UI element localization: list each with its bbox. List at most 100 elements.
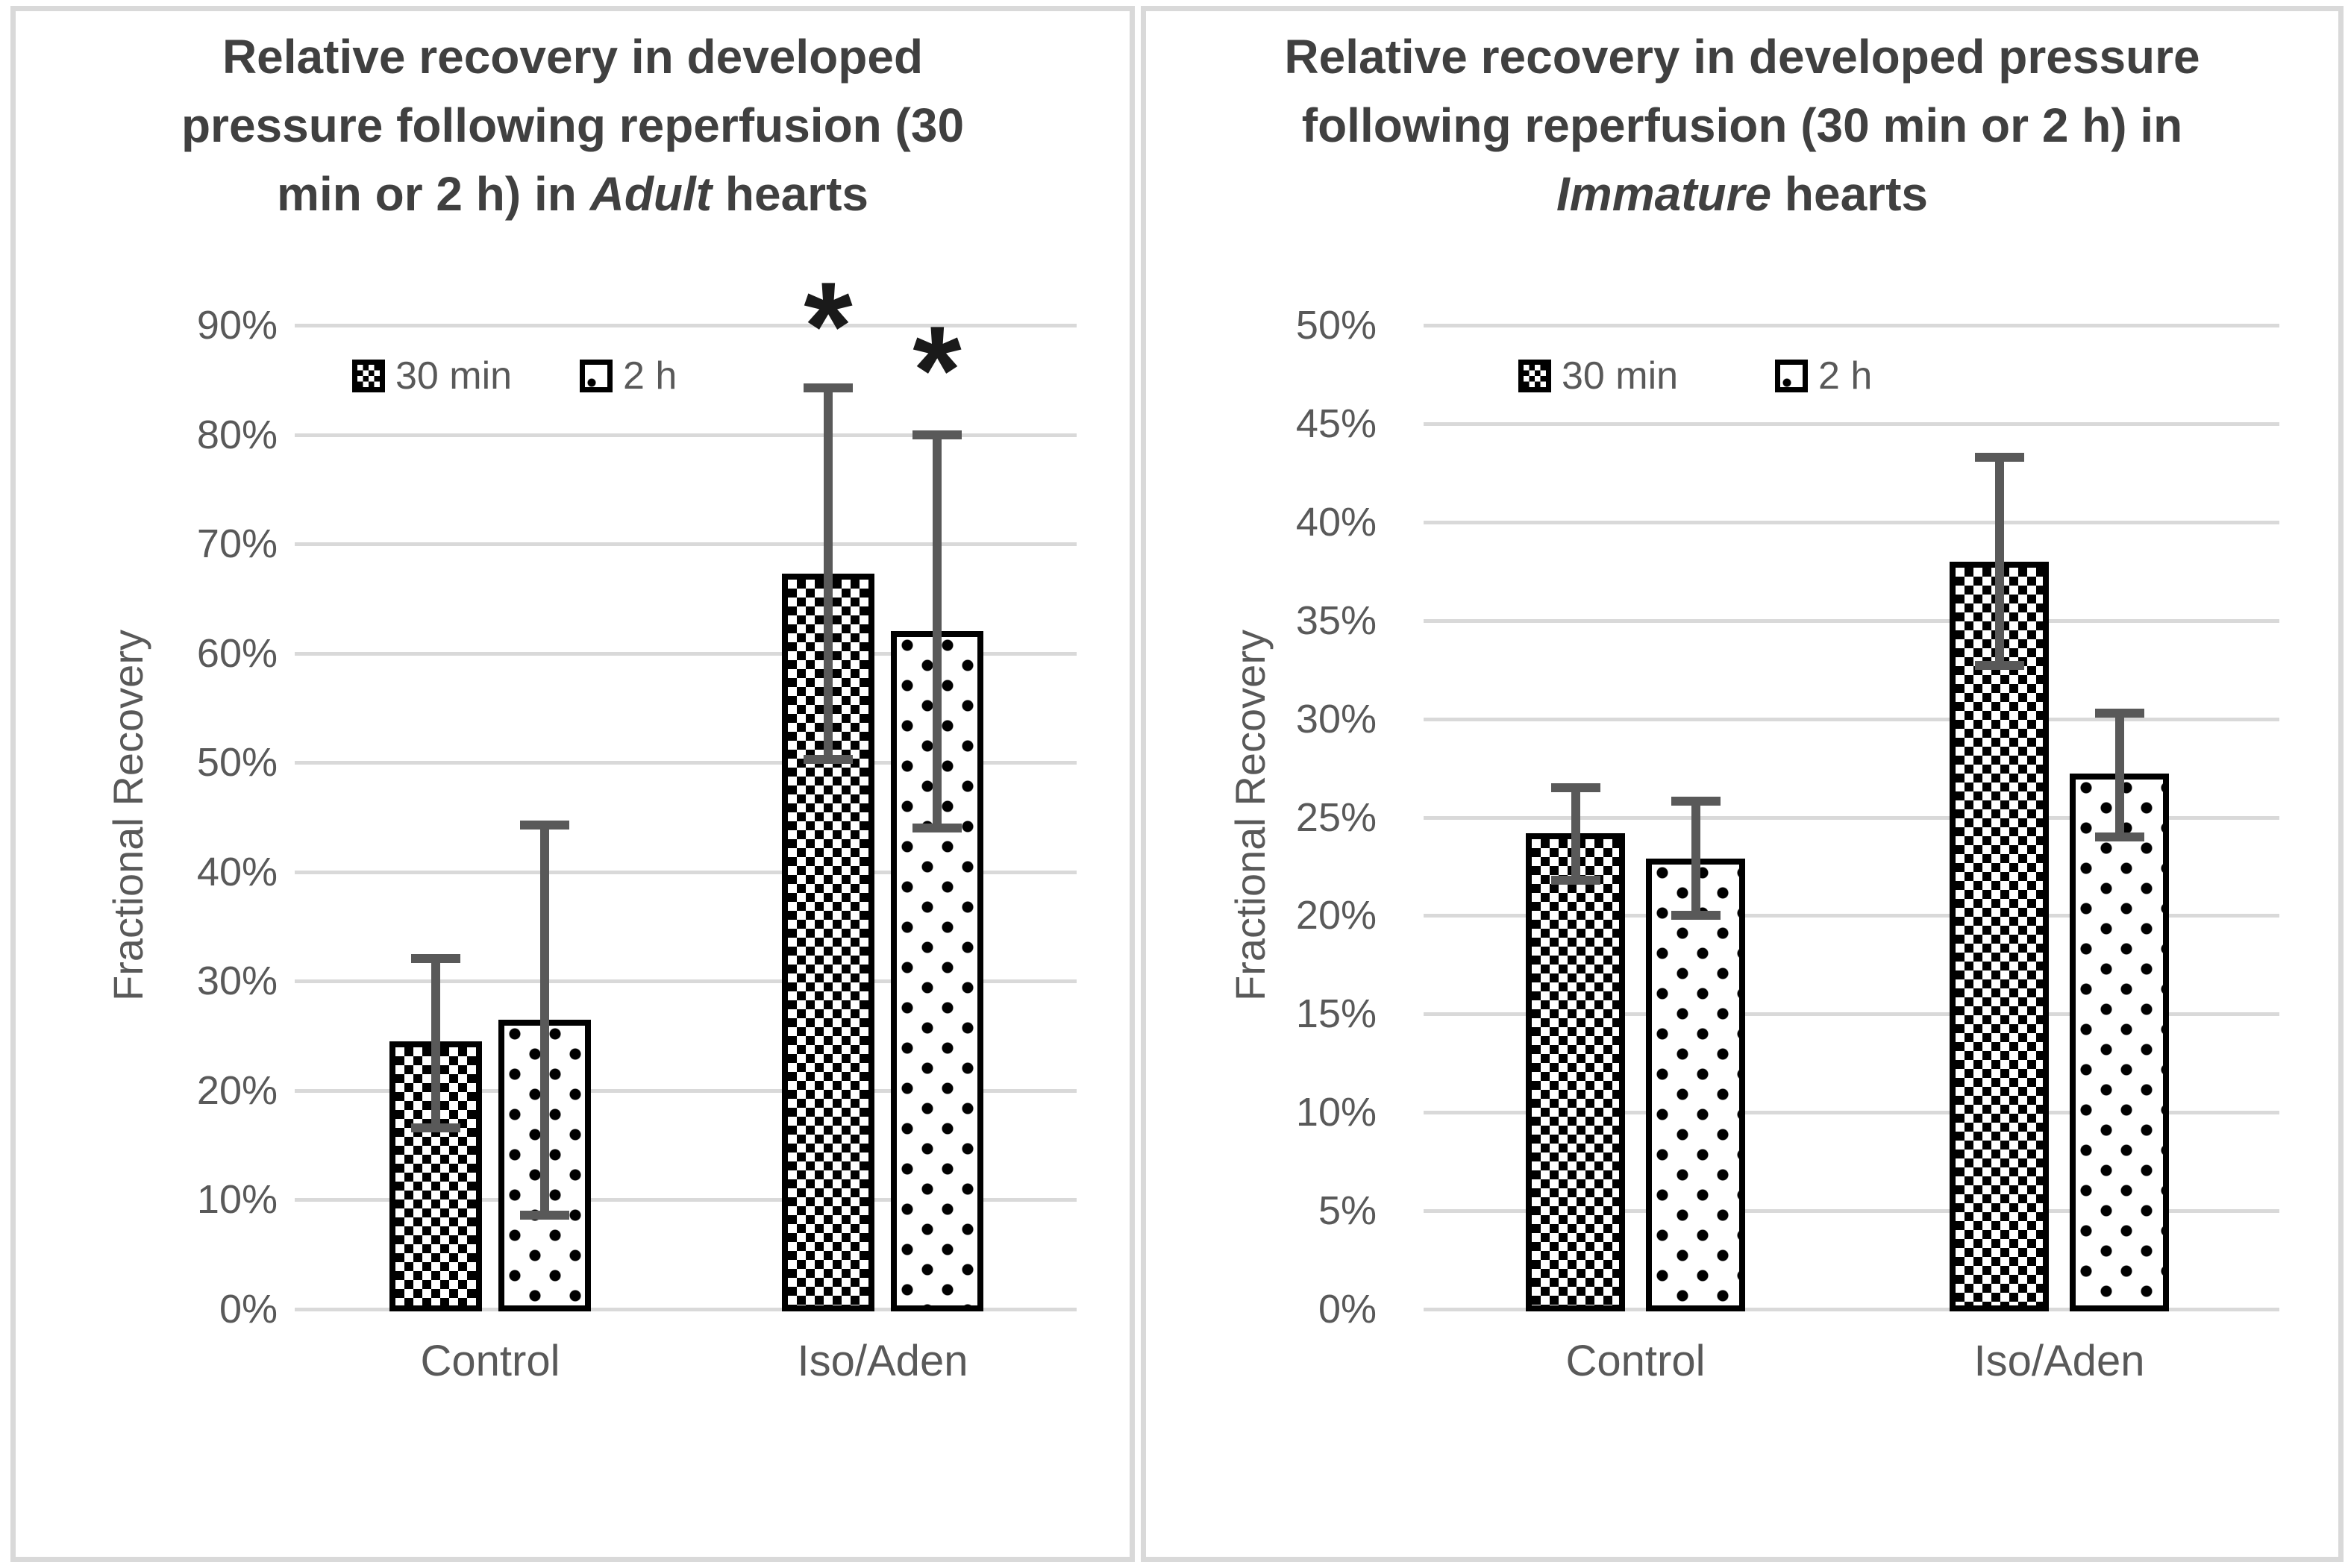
chart-title: Relative recovery in developed pressure f…: [55, 22, 1090, 228]
chart-title-italic-word: Adult: [589, 167, 713, 221]
chart-title-line-3: Immature hearts: [1193, 160, 2291, 228]
bar-2-h-iso-aden: [2070, 774, 2169, 1311]
y-tick-label-30pct: 30%: [196, 959, 278, 1004]
legend-swatch-30-min: [352, 360, 385, 392]
y-tick-label-70pct: 70%: [196, 521, 278, 567]
bar-30-min-iso-aden: [1950, 561, 2049, 1311]
gridline-30pct: [295, 979, 1077, 984]
gridline-60pct: [295, 651, 1077, 656]
legend-label-30-min: 30 min: [395, 354, 513, 398]
gridline-5pct: [1424, 1209, 2279, 1214]
error-bar-line-30-min-control: [1571, 787, 1580, 880]
error-bar-line-2-h-iso-aden: [933, 434, 942, 829]
y-tick-label-90pct: 90%: [196, 303, 278, 348]
chart-title-line-3: min or 2 h) in Adult hearts: [55, 160, 1090, 228]
error-bar-line-2-h-control: [1691, 801, 1700, 916]
gridline-0pct: [1424, 1308, 2279, 1311]
error-bar-line-2-h-control: [540, 824, 549, 1215]
legend-label-2-h: 2 h: [623, 354, 677, 398]
error-bar-cap-top-2-h-control: [520, 820, 569, 830]
chart-title: Relative recovery in developed pressure f…: [1193, 22, 2291, 228]
error-bar-cap-top-30-min-iso-aden: [804, 383, 853, 392]
category-label-iso-aden: Iso/Aden: [1973, 1337, 2145, 1385]
chart-title-line-1: Relative recovery in developed: [55, 22, 1090, 91]
error-bar-cap-top-2-h-control: [1671, 797, 1721, 806]
error-bar-cap-top-2-h-iso-aden: [912, 430, 962, 439]
y-tick-label-10pct: 10%: [1295, 1090, 1377, 1135]
error-bar-cap-bottom-2-h-iso-aden: [2094, 832, 2144, 841]
y-tick-label-10pct: 10%: [196, 1177, 278, 1223]
y-tick-label-0pct: 0%: [1318, 1287, 1377, 1332]
gridline-20pct: [295, 1088, 1077, 1093]
gridline-15pct: [1424, 1012, 2279, 1017]
significance-asterisk-2-h: *: [912, 299, 962, 440]
chart-title-text: hearts: [712, 167, 868, 221]
chart-title-text: min or 2 h) in: [277, 167, 590, 221]
y-tick-label-50pct: 50%: [196, 740, 278, 785]
bar-2-h-iso-aden: [891, 631, 983, 1311]
category-label-control: Control: [1565, 1337, 1706, 1385]
chart-title-line-2: following reperfusion (30 min or 2 h) in: [1193, 91, 2291, 160]
error-bar-line-30-min-iso-aden: [824, 387, 833, 759]
gridline-10pct: [1424, 1111, 2279, 1115]
chart-title-text: pressure following reperfusion (30: [181, 98, 965, 152]
error-bar-cap-top-30-min-control: [1550, 783, 1600, 792]
y-tick-label-20pct: 20%: [1295, 893, 1377, 938]
gridline-70pct: [295, 542, 1077, 547]
legend-label-2-h: 2 h: [1818, 354, 1873, 398]
chart-title-text: Relative recovery in developed pressure: [1284, 30, 2200, 84]
gridline-20pct: [1424, 914, 2279, 918]
y-tick-label-80pct: 80%: [196, 412, 278, 457]
gridline-0pct: [295, 1308, 1077, 1311]
gridline-40pct: [295, 870, 1077, 874]
error-bar-cap-top-30-min-iso-aden: [1974, 452, 2024, 462]
error-bar-cap-bottom-2-h-control: [1671, 911, 1721, 921]
error-bar-cap-bottom-30-min-control: [411, 1123, 460, 1132]
y-tick-label-30pct: 30%: [1295, 696, 1377, 741]
y-tick-label-45pct: 45%: [1295, 401, 1377, 446]
gridline-50pct: [295, 761, 1077, 765]
gridline-50pct: [1424, 324, 2279, 327]
bar-30-min-control: [1526, 832, 1625, 1311]
legend-label-30-min: 30 min: [1562, 354, 1679, 398]
y-tick-label-20pct: 20%: [196, 1067, 278, 1113]
y-axis-title: Fractional Recovery: [1227, 630, 1274, 1001]
category-label-control: Control: [420, 1337, 560, 1385]
gridline-45pct: [1424, 421, 2279, 426]
y-tick-label-40pct: 40%: [196, 849, 278, 894]
category-label-iso-aden: Iso/Aden: [797, 1337, 968, 1385]
error-bar-cap-bottom-2-h-iso-aden: [912, 824, 962, 833]
error-bar-line-30-min-iso-aden: [1994, 457, 2004, 666]
gridline-35pct: [1424, 618, 2279, 623]
y-tick-label-5pct: 5%: [1318, 1188, 1377, 1234]
y-axis-title: Fractional Recovery: [104, 630, 151, 1001]
error-bar-cap-bottom-30-min-iso-aden: [804, 754, 853, 764]
chart-title-text: following reperfusion (30 min or 2 h) in: [1301, 98, 2183, 152]
y-tick-label-40pct: 40%: [1295, 499, 1377, 545]
y-tick-label-0pct: 0%: [219, 1287, 278, 1332]
y-tick-label-50pct: 50%: [1295, 303, 1377, 348]
chart-title-line-1: Relative recovery in developed pressure: [1193, 22, 2291, 91]
gridline-90pct: [295, 324, 1077, 327]
error-bar-line-2-h-iso-aden: [2114, 712, 2124, 837]
legend-swatch-2-h: [1775, 360, 1808, 392]
legend-swatch-30-min: [1518, 360, 1551, 392]
bar-2-h-control: [1646, 858, 1745, 1311]
gridline-30pct: [1424, 717, 2279, 721]
error-bar-cap-bottom-30-min-iso-aden: [1974, 661, 2024, 671]
chart-title-line-2: pressure following reperfusion (30: [55, 91, 1090, 160]
gridline-80pct: [295, 433, 1077, 437]
y-tick-label-15pct: 15%: [1295, 991, 1377, 1037]
error-bar-cap-bottom-30-min-control: [1550, 875, 1600, 885]
y-tick-label-25pct: 25%: [1295, 794, 1377, 840]
significance-asterisk-30-min: *: [804, 256, 853, 397]
chart-title-text: hearts: [1771, 167, 1928, 221]
y-tick-label-35pct: 35%: [1295, 598, 1377, 643]
error-bar-cap-bottom-2-h-control: [520, 1210, 569, 1220]
chart-title-text: Relative recovery in developed: [222, 30, 924, 84]
error-bar-line-30-min-control: [431, 958, 440, 1128]
error-bar-cap-top-30-min-control: [411, 953, 460, 963]
gridline-10pct: [295, 1198, 1077, 1202]
legend-swatch-2-h: [580, 360, 613, 392]
